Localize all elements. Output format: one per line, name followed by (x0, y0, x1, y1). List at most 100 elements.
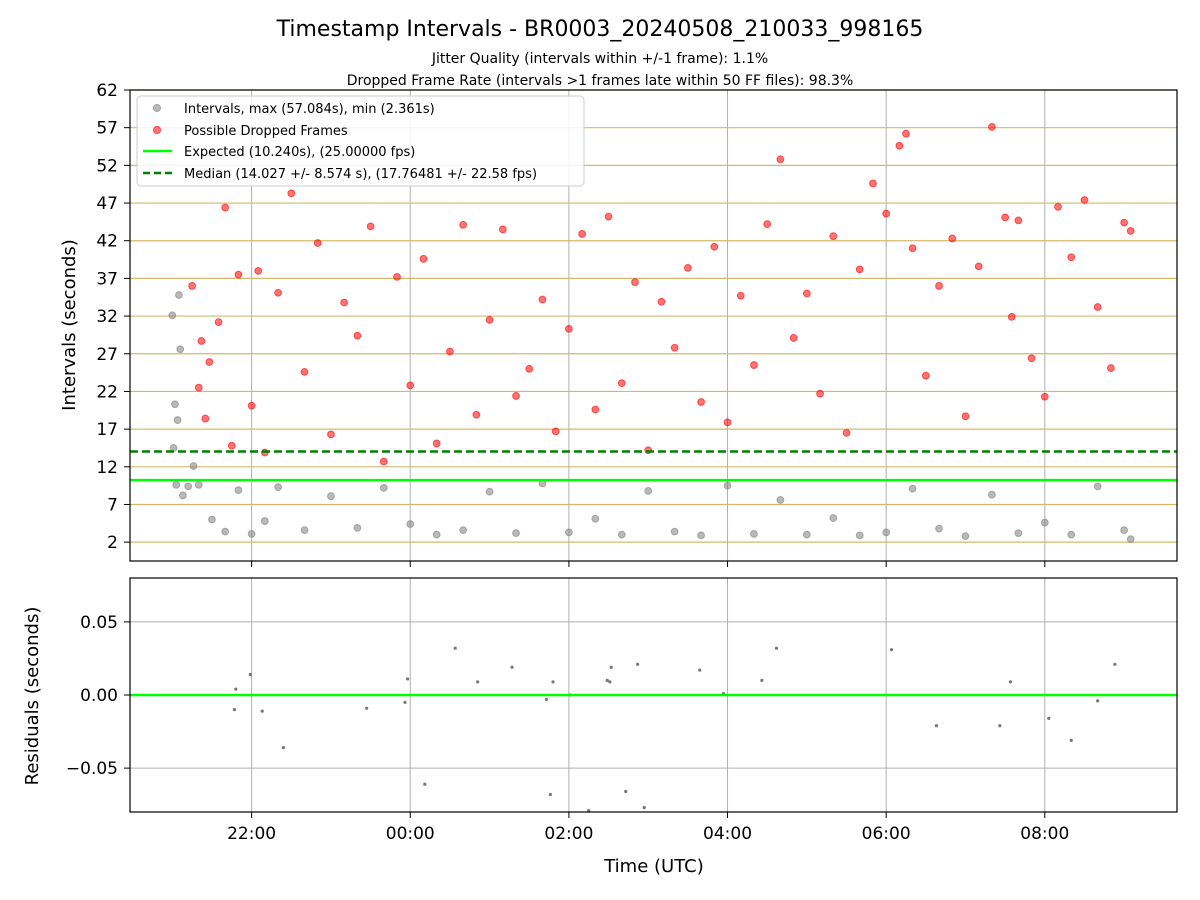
dropped-frame-point (763, 220, 772, 229)
dropped-frame-point (366, 222, 375, 231)
dropped-frame-point (1040, 392, 1049, 401)
residual-point (774, 646, 779, 650)
interval-point (776, 496, 785, 504)
dropped-frame-point (1107, 364, 1115, 372)
residuals-points (232, 646, 1117, 813)
dropped-frame-point (274, 288, 282, 297)
reference-lines (130, 450, 1177, 482)
interval-point (512, 529, 520, 538)
interval-point (173, 416, 182, 424)
dropped-frame-point (882, 209, 891, 218)
dropped-frame-point (498, 225, 507, 234)
x-tick-label: 04:00 (703, 824, 752, 844)
dropped-frame-point (197, 337, 206, 345)
interval-point (564, 528, 573, 537)
residual-point (698, 668, 702, 672)
residual-point (998, 724, 1002, 728)
dropped-frame-point (988, 123, 996, 131)
residual-point (1096, 699, 1100, 703)
residual-point (1008, 680, 1013, 684)
x-tick-label: 00:00 (386, 824, 435, 844)
dropped-frame-point (908, 244, 917, 253)
dropped-frame-point (697, 398, 705, 406)
intervals-grid (130, 89, 1177, 561)
dropped-frame-point (419, 254, 428, 263)
x-axis-label: Time (UTC) (603, 856, 704, 877)
residuals-ticks: 22:00 00:00 02:00 04:00 06:00 08:00 −0.05 0.00 0… (66, 613, 1069, 844)
dropped-frame-point (1067, 253, 1076, 262)
interval-point (176, 345, 185, 354)
interval-point (459, 526, 468, 535)
residuals-y-tick-label: 0.00 (80, 686, 118, 706)
dropped-frame-point (750, 361, 758, 369)
dropped-frame-point (869, 179, 877, 188)
dropped-frame-point (551, 427, 560, 436)
residual-point (934, 724, 939, 728)
dropped-frame-point (855, 265, 864, 274)
interval-point (935, 524, 943, 533)
dropped-frame-point (723, 418, 732, 427)
dropped-frame-point (591, 405, 600, 414)
interval-point (908, 484, 917, 493)
interval-point (1040, 518, 1049, 527)
intervals-y-tick-label: 62 (96, 81, 118, 101)
residual-point (406, 677, 410, 681)
dropped-frame-point (802, 289, 811, 298)
residual-point (510, 665, 514, 669)
interval-point (221, 527, 230, 536)
residuals-y-axis-label: Residuals (seconds) (22, 607, 43, 786)
dropped-frame-point (683, 263, 692, 272)
dropped-frame-point (617, 379, 626, 388)
interval-point (184, 482, 193, 491)
residual-point (453, 646, 457, 650)
dropped-frame-point (446, 347, 454, 356)
interval-point (274, 483, 282, 492)
interval-point (353, 523, 362, 532)
intervals-y-axis-label: Intervals (seconds) (59, 239, 80, 411)
legend-dropped-label: Possible Dropped Frames (184, 124, 348, 139)
legend-intervals-label: Intervals, max (57.084s), min (2.361s) (184, 102, 435, 117)
dropped-frame-point (1080, 196, 1089, 204)
dropped-frame-point (188, 282, 197, 290)
dropped-frame-point (300, 367, 309, 376)
interval-point (234, 486, 243, 495)
dropped-frame-point (406, 381, 415, 390)
dropped-frame-point (736, 291, 745, 300)
intervals-y-tick-label: 37 (96, 269, 118, 289)
dropped-frame-point (604, 212, 613, 221)
interval-point (617, 530, 626, 539)
dropped-frame-point (961, 412, 970, 421)
residuals-y-tick-label: 0.05 (80, 613, 118, 633)
residual-point (403, 700, 407, 704)
residual-point (544, 697, 549, 701)
interval-point (260, 517, 269, 525)
interval-point (961, 532, 970, 541)
residual-point (232, 708, 237, 712)
dropped-frame-point (254, 266, 263, 275)
dropped-frame-point (313, 239, 322, 247)
residual-point (1069, 738, 1073, 742)
residual-point (248, 672, 252, 677)
legend-median-label: Median (14.027 +/- 8.574 s), (17.76481 +… (184, 167, 537, 182)
intervals-points (168, 123, 1135, 544)
interval-point (1126, 535, 1135, 544)
interval-point (988, 490, 996, 499)
interval-point (175, 291, 183, 299)
dropped-frame-point (1054, 202, 1062, 211)
residual-point (260, 709, 264, 713)
dropped-frame-point (789, 334, 798, 342)
interval-point (1120, 526, 1129, 535)
interval-point (485, 487, 494, 496)
legend-expected-label: Expected (10.240s), (25.00000 fps) (184, 145, 415, 160)
dropped-frame-point (538, 295, 547, 304)
dropped-frame-point (353, 331, 362, 340)
interval-point (194, 480, 203, 489)
interval-point (172, 480, 181, 489)
interval-point (168, 311, 177, 320)
jitter-subtitle: Jitter Quality (intervals within +/-1 fr… (431, 51, 768, 67)
x-tick-label: 06:00 (862, 824, 911, 844)
residual-point (889, 648, 894, 652)
interval-point (802, 530, 811, 539)
